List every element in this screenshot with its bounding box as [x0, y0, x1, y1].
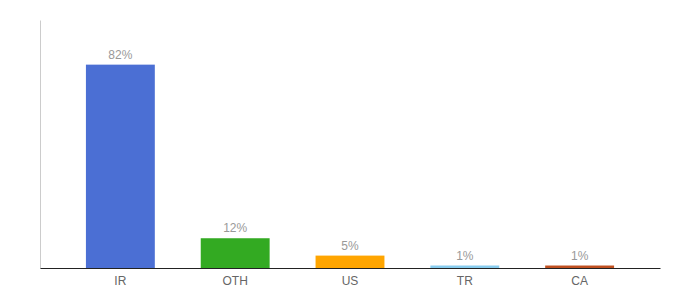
chart: IR OTH US TR CA 82% 12% 5% 1% 1% [0, 0, 680, 300]
x-tick-label: US [342, 274, 359, 288]
x-axis: IR OTH US TR CA [41, 269, 661, 289]
data-label: 5% [341, 239, 359, 253]
plot: IR OTH US TR CA 82% 12% 5% 1% 1% [41, 21, 661, 289]
bar [430, 266, 499, 268]
x-tick-label: CA [571, 274, 588, 288]
x-tick-label: TR [457, 274, 473, 288]
bar [316, 256, 385, 268]
x-tick: OTH [223, 274, 248, 288]
bar [545, 266, 614, 268]
x-tick: CA [571, 274, 588, 288]
data-labels: 82% 12% 5% 1% 1% [108, 48, 588, 263]
y-axis [40, 21, 41, 269]
x-axis-line [41, 268, 661, 269]
x-tick-label: OTH [223, 274, 248, 288]
data-label: 12% [223, 221, 247, 235]
x-tick: US [342, 274, 359, 288]
y-axis-line [40, 21, 41, 269]
bars [86, 65, 614, 268]
x-tick: IR [114, 274, 126, 288]
data-label: 82% [108, 48, 132, 62]
x-tick: TR [457, 274, 473, 288]
data-label: 1% [571, 249, 589, 263]
data-label: 1% [456, 249, 474, 263]
bar [201, 238, 270, 268]
x-tick-label: IR [114, 274, 126, 288]
bar [86, 65, 155, 268]
